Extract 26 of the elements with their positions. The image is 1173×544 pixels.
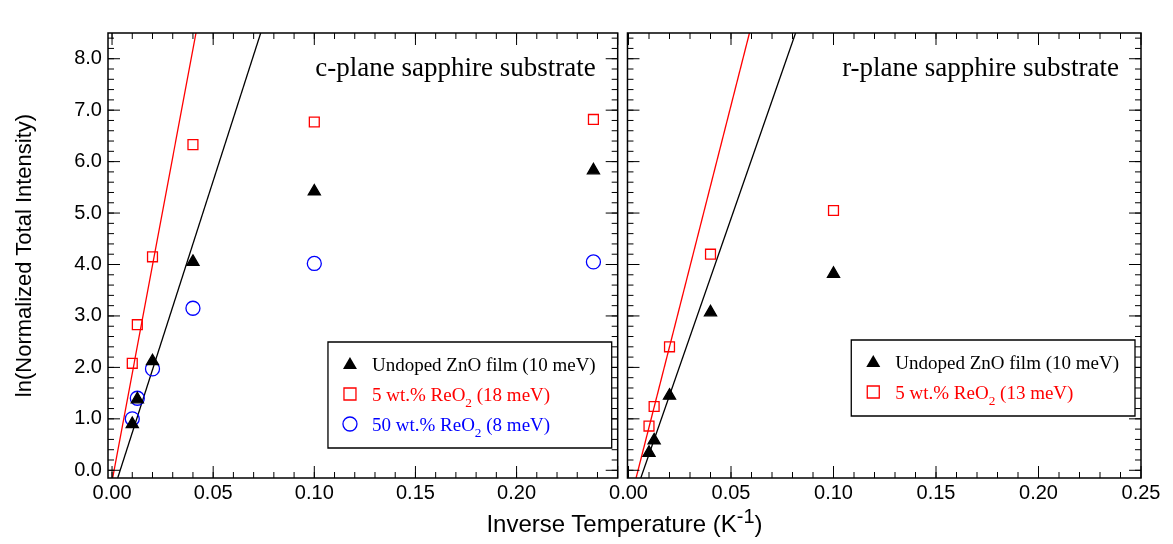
- legend-label: Undoped ZnO film (10 meV): [895, 352, 1119, 374]
- y-tick-label: 5.0: [74, 200, 102, 223]
- x-tick-label: 0.15: [395, 480, 435, 503]
- legend-label: Undoped ZnO film (10 meV): [371, 354, 596, 376]
- x-tick-label: 0.05: [711, 480, 751, 503]
- annotation: c-plane sapphire substrate: [315, 51, 596, 82]
- y-tick-label: 3.0: [74, 303, 102, 326]
- y-tick-label: 2.0: [74, 354, 102, 377]
- y-tick-label: 8.0: [74, 46, 102, 69]
- y-axis-title: ln(Normalized Total Intensity): [11, 113, 37, 398]
- x-tick-label: 0.10: [814, 480, 853, 503]
- y-tick-label: 1.0: [74, 406, 102, 429]
- x-tick-label: 0.00: [609, 480, 648, 503]
- x-axis-title: Inverse Temperature (K$^{-1}$): [485, 505, 764, 538]
- annotation: r-plane sapphire substrate: [842, 51, 1120, 82]
- x-tick-label: 0.20: [1019, 480, 1058, 503]
- x-tick-label: 0.00: [92, 480, 132, 503]
- x-tick-label: 0.05: [193, 480, 233, 503]
- x-tick-label: 0.15: [916, 480, 956, 503]
- y-tick-label: 0.0: [74, 457, 102, 480]
- y-tick-label: 6.0: [74, 149, 102, 172]
- x-tick-label: 0.20: [497, 480, 537, 503]
- y-tick-label: 4.0: [74, 252, 102, 275]
- y-tick-label: 7.0: [74, 97, 102, 120]
- x-tick-label: 0.25: [1121, 480, 1161, 503]
- x-tick-label: 0.10: [294, 480, 334, 503]
